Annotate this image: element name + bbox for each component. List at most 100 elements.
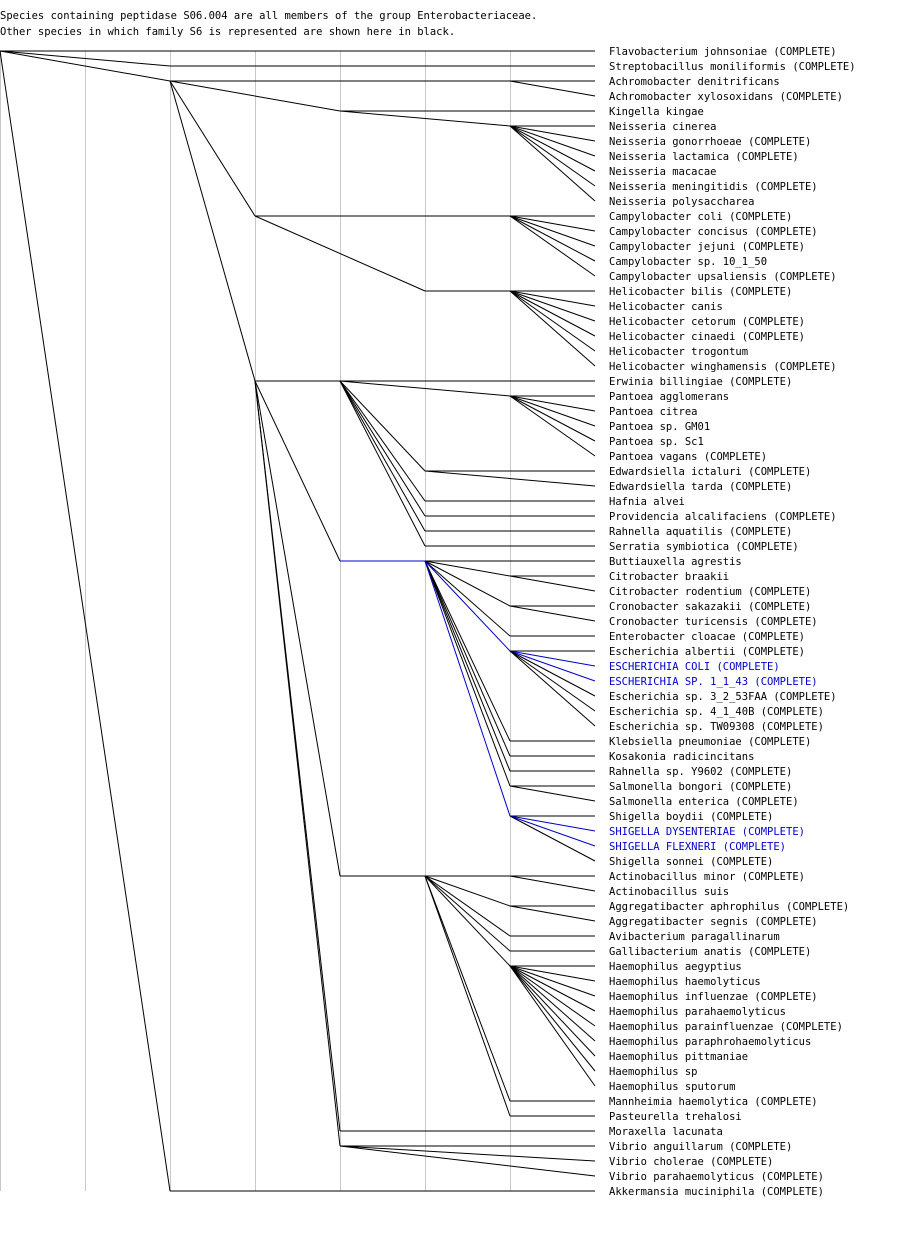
species-label: Providencia alcalifaciens (COMPLETE) bbox=[609, 511, 837, 523]
tree-branch bbox=[509, 905, 596, 922]
tree-branch bbox=[509, 815, 596, 847]
species-label: Neisseria polysaccharea bbox=[609, 196, 754, 208]
species-label: Haemophilus aegyptius bbox=[609, 961, 742, 973]
species-label: Haemophilus parainfluenzae (COMPLETE) bbox=[609, 1021, 843, 1033]
species-label: Pantoea citrea bbox=[609, 406, 698, 418]
species-label: Vibrio anguillarum (COMPLETE) bbox=[609, 1141, 792, 1153]
species-label: Haemophilus pittmaniae bbox=[609, 1051, 748, 1063]
species-label: Helicobacter cinaedi (COMPLETE) bbox=[609, 331, 805, 343]
tree-branch bbox=[509, 815, 596, 862]
tree-branch bbox=[169, 80, 256, 382]
tree-branch bbox=[339, 380, 426, 472]
tree-branch bbox=[424, 560, 511, 652]
tree-branch bbox=[424, 560, 511, 772]
tree-branch bbox=[169, 80, 256, 217]
tree-branch bbox=[509, 965, 596, 1012]
tree-branch bbox=[424, 875, 511, 952]
species-label: Avibacterium paragallinarum bbox=[609, 931, 780, 943]
tree-branch bbox=[339, 380, 426, 502]
species-label: Rahnella aquatilis (COMPLETE) bbox=[609, 526, 792, 538]
species-label: Cronobacter sakazakii (COMPLETE) bbox=[609, 601, 811, 613]
tree-branch bbox=[509, 395, 596, 442]
tree-branch bbox=[424, 560, 511, 577]
species-label: Erwinia billingiae (COMPLETE) bbox=[609, 376, 792, 388]
tree-branch bbox=[509, 395, 596, 457]
tree-branch bbox=[339, 380, 426, 517]
species-labels: Flavobacterium johnsoniae (COMPLETE) Stre… bbox=[609, 46, 856, 1198]
header-highlight-note: Species containing peptidase S06.004 are… bbox=[0, 10, 538, 22]
species-label: Mannheimia haemolytica (COMPLETE) bbox=[609, 1096, 818, 1108]
species-label: Enterobacter cloacae (COMPLETE) bbox=[609, 631, 805, 643]
species-label: Haemophilus sputorum bbox=[609, 1081, 735, 1093]
header-legend-note: Other species in which family S6 is repr… bbox=[0, 26, 456, 38]
species-label: Campylobacter sp. 10_1_50 bbox=[609, 256, 767, 268]
tree-branch bbox=[509, 290, 596, 337]
species-label: Haemophilus sp bbox=[609, 1066, 698, 1078]
tree-branch bbox=[509, 785, 596, 802]
tree-branch bbox=[339, 110, 511, 127]
species-label: Helicobacter cetorum (COMPLETE) bbox=[609, 316, 805, 328]
species-label: Pantoea vagans (COMPLETE) bbox=[609, 451, 767, 463]
tree-branch bbox=[509, 215, 596, 247]
species-label: Pantoea sp. GM01 bbox=[609, 421, 710, 433]
tree-branch bbox=[509, 290, 596, 307]
tree-branch bbox=[509, 815, 596, 832]
species-label: Vibrio cholerae (COMPLETE) bbox=[609, 1156, 773, 1168]
tree-edges bbox=[0, 50, 596, 1192]
species-label: Achromobacter denitrificans bbox=[609, 76, 780, 88]
species-label: SHIGELLA FLEXNERI (COMPLETE) bbox=[609, 841, 786, 853]
tree-branch bbox=[509, 965, 596, 1072]
species-label: Kosakonia radicincitans bbox=[609, 751, 754, 763]
species-label: Haemophilus influenzae (COMPLETE) bbox=[609, 991, 818, 1003]
species-label: Rahnella sp. Y9602 (COMPLETE) bbox=[609, 766, 792, 778]
tree-branch bbox=[509, 125, 596, 202]
species-label: Campylobacter upsaliensis (COMPLETE) bbox=[609, 271, 837, 283]
species-label: Escherichia sp. 4_1_40B (COMPLETE) bbox=[609, 706, 824, 718]
species-label: Helicobacter canis bbox=[609, 301, 723, 313]
tree-branch bbox=[509, 290, 596, 352]
tree-branch bbox=[339, 1145, 596, 1162]
species-label: Helicobacter trogontum bbox=[609, 346, 748, 358]
species-label: Haemophilus paraphrohaemolyticus bbox=[609, 1036, 811, 1048]
tree-branch bbox=[509, 215, 596, 277]
tree-branch bbox=[509, 965, 596, 1027]
species-label: SHIGELLA DYSENTERIAE (COMPLETE) bbox=[609, 826, 805, 838]
species-label: Neisseria cinerea bbox=[609, 121, 716, 133]
species-label: Salmonella enterica (COMPLETE) bbox=[609, 796, 799, 808]
species-label: Cronobacter turicensis (COMPLETE) bbox=[609, 616, 818, 628]
tree-branch bbox=[509, 650, 596, 697]
tree-branch bbox=[424, 560, 511, 637]
species-label: Pantoea sp. Sc1 bbox=[609, 436, 704, 448]
tree-branch bbox=[509, 875, 596, 892]
species-label: Actinobacillus suis bbox=[609, 886, 729, 898]
species-label: Salmonella bongori (COMPLETE) bbox=[609, 781, 792, 793]
tree-branch bbox=[509, 395, 596, 412]
species-label: Aggregatibacter segnis (COMPLETE) bbox=[609, 916, 818, 928]
tree-branch bbox=[0, 50, 171, 82]
species-label: Klebsiella pneumoniae (COMPLETE) bbox=[609, 736, 811, 748]
species-label: Aggregatibacter aphrophilus (COMPLETE) bbox=[609, 901, 849, 913]
tree-branch bbox=[424, 875, 511, 967]
species-label: Moraxella lacunata bbox=[609, 1126, 723, 1138]
species-label: Hafnia alvei bbox=[609, 496, 685, 508]
tree-branch bbox=[169, 80, 341, 112]
tree-branch bbox=[424, 875, 511, 1102]
tree-branch bbox=[509, 965, 596, 1042]
tree-branch bbox=[339, 380, 426, 532]
species-label: Escherichia sp. 3_2_53FAA (COMPLETE) bbox=[609, 691, 837, 703]
tree-branch bbox=[509, 965, 596, 1057]
tree-branch bbox=[0, 50, 171, 1192]
species-label: Streptobacillus moniliformis (COMPLETE) bbox=[609, 61, 856, 73]
species-label: Campylobacter coli (COMPLETE) bbox=[609, 211, 792, 223]
tree-branch bbox=[509, 575, 596, 592]
species-label: Neisseria gonorrhoeae (COMPLETE) bbox=[609, 136, 811, 148]
tree-branch bbox=[339, 1145, 596, 1177]
tree-branch bbox=[509, 965, 596, 1087]
species-label: Neisseria macacae bbox=[609, 166, 716, 178]
species-label: Akkermansia muciniphila (COMPLETE) bbox=[609, 1186, 824, 1198]
tree-branch bbox=[509, 650, 596, 727]
tree-branch bbox=[424, 470, 596, 487]
species-label: Neisseria meningitidis (COMPLETE) bbox=[609, 181, 818, 193]
tree-branch bbox=[509, 125, 596, 157]
